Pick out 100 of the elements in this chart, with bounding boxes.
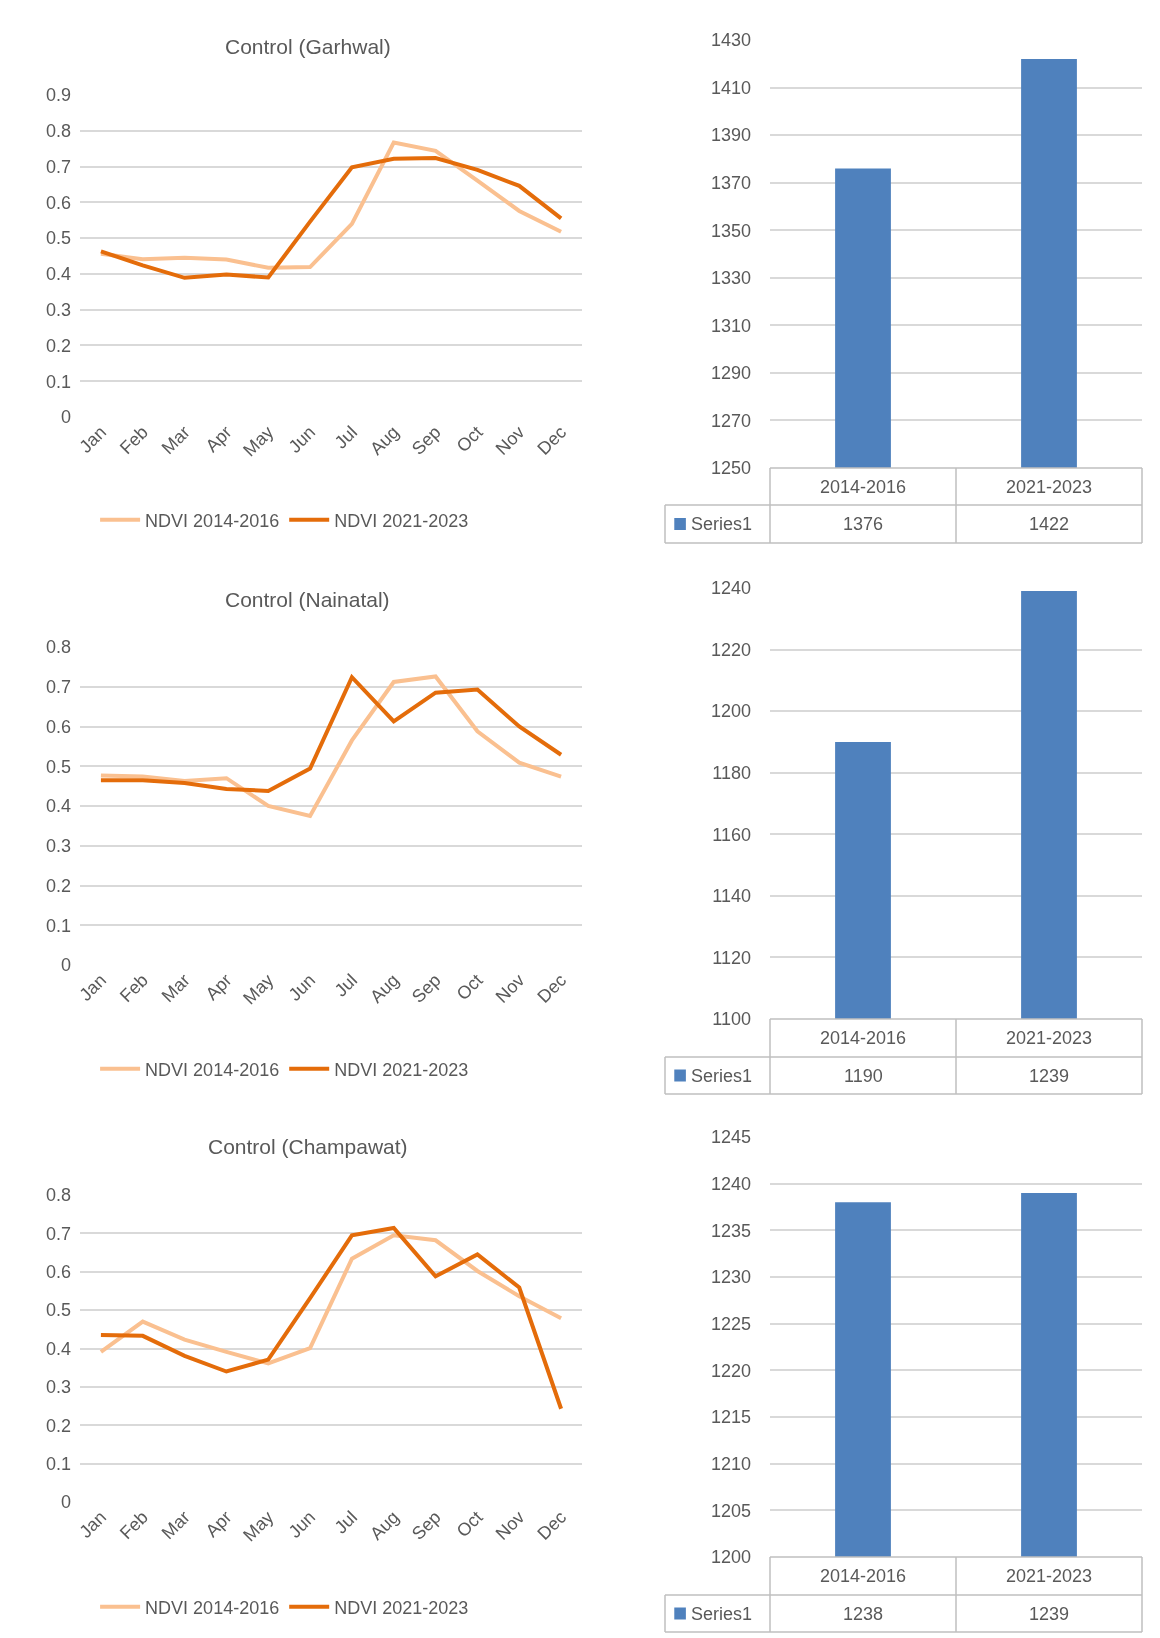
- y-tick-label: 1205: [710, 1500, 751, 1521]
- x-tick-label: Feb: [115, 422, 152, 459]
- legend-label: NDVI 2021-2023: [334, 1059, 469, 1080]
- y-tick-label: 1100: [712, 1009, 751, 1030]
- x-tick-label: Sep: [407, 970, 445, 1007]
- x-tick-label: Dec: [533, 422, 571, 459]
- x-tick-label: Mar: [157, 1507, 194, 1544]
- line-series: [98, 155, 564, 280]
- y-tick-label: 1200: [710, 1547, 751, 1568]
- data-label: 1422: [1029, 514, 1070, 534]
- line-series: [98, 1226, 564, 1411]
- x-tick-label: Nov: [491, 422, 529, 459]
- x-tick-label: 2014-2016: [819, 1566, 907, 1586]
- y-tick-label: 1330: [710, 268, 751, 289]
- x-tick-label: 2021-2023: [1005, 1028, 1093, 1048]
- x-tick-label: Sep: [407, 1507, 445, 1544]
- x-tick-label: Jan: [75, 1507, 111, 1542]
- y-tick-label: 0.3: [45, 299, 71, 320]
- legend-label: NDVI 2021-2023: [334, 1597, 469, 1618]
- y-tick-label: 1290: [710, 363, 751, 384]
- x-tick-label: Nov: [491, 970, 529, 1007]
- x-tick-label: Jun: [284, 970, 320, 1005]
- x-tick-label: Feb: [115, 1507, 152, 1544]
- y-tick-label: 0.1: [45, 1453, 71, 1474]
- y-tick-label: 0.3: [45, 836, 71, 857]
- legend-label: NDVI 2014-2016: [145, 510, 280, 531]
- x-tick-label: Dec: [533, 1507, 571, 1544]
- y-tick-label: 0.5: [45, 756, 71, 777]
- y-tick-label: 1245: [710, 1127, 751, 1148]
- y-tick-label: 1430: [710, 30, 751, 51]
- y-tick-label: 1215: [710, 1407, 751, 1428]
- data-label: 1238: [843, 1604, 884, 1624]
- y-tick-label: 1210: [710, 1453, 751, 1474]
- y-tick-label: 1220: [710, 639, 751, 660]
- x-tick-label: Jul: [330, 970, 362, 1001]
- y-tick-label: 0.4: [45, 264, 71, 285]
- data-label: 1190: [844, 1066, 883, 1086]
- y-tick-label: 0.2: [45, 335, 71, 356]
- legend-label: Series1: [691, 1066, 753, 1086]
- x-tick-label: 2021-2023: [1005, 477, 1093, 497]
- y-tick-label: 0.9: [45, 85, 71, 106]
- data-label: 1376: [843, 514, 884, 534]
- y-tick-label: 1390: [710, 125, 751, 146]
- chart-title: Control (Garhwal): [225, 35, 391, 58]
- y-tick-label: 1120: [712, 947, 751, 968]
- y-tick-label: 1250: [710, 458, 751, 479]
- x-tick-label: Apr: [201, 1507, 236, 1541]
- data-label: 1239: [1029, 1066, 1070, 1086]
- y-tick-label: 1310: [710, 315, 751, 336]
- y-tick-label: 0.4: [45, 1338, 71, 1359]
- chart-title: Control (Nainatal): [225, 588, 390, 611]
- y-tick-label: 1230: [710, 1267, 751, 1288]
- y-tick-label: 1270: [710, 410, 751, 431]
- y-tick-label: 1235: [710, 1220, 751, 1241]
- legend-label: NDVI 2014-2016: [145, 1059, 280, 1080]
- y-tick-label: 0.4: [45, 796, 71, 817]
- x-tick-label: Feb: [115, 970, 152, 1007]
- y-tick-label: 1160: [712, 824, 751, 845]
- x-tick-label: Jun: [284, 422, 320, 457]
- legend-label: NDVI 2014-2016: [145, 1597, 280, 1618]
- y-tick-label: 0.8: [45, 1185, 71, 1206]
- x-tick-label: Jan: [75, 970, 111, 1005]
- y-tick-label: 1370: [710, 172, 751, 193]
- y-tick-label: 1180: [712, 763, 751, 784]
- x-tick-label: Oct: [452, 422, 487, 456]
- x-tick-label: Apr: [201, 970, 236, 1004]
- y-tick-label: 1350: [710, 220, 751, 241]
- line-series: [98, 1233, 564, 1366]
- line-series: [98, 140, 564, 270]
- x-tick-label: Mar: [157, 970, 194, 1007]
- y-tick-label: 0.2: [45, 875, 71, 896]
- y-tick-label: 0: [60, 1492, 71, 1513]
- line-series: [98, 674, 564, 818]
- y-tick-label: 1220: [710, 1360, 751, 1381]
- x-tick-label: Nov: [491, 1507, 529, 1544]
- y-tick-label: 0.7: [45, 677, 71, 698]
- legend-label: NDVI 2021-2023: [334, 510, 469, 531]
- y-tick-label: 0.5: [45, 1300, 71, 1321]
- x-tick-label: 2021-2023: [1005, 1566, 1093, 1586]
- y-tick-label: 0.6: [45, 1262, 71, 1283]
- y-tick-label: 0.1: [45, 371, 71, 392]
- y-tick-label: 1410: [710, 77, 751, 98]
- y-tick-label: 0.8: [45, 121, 71, 142]
- x-tick-label: Jul: [330, 1507, 362, 1538]
- y-tick-label: 1240: [710, 1173, 751, 1194]
- x-tick-label: May: [239, 970, 278, 1009]
- x-tick-label: 2014-2016: [819, 477, 907, 497]
- y-tick-label: 0.6: [45, 716, 71, 737]
- y-tick-label: 0: [60, 955, 71, 976]
- x-tick-label: Aug: [366, 422, 403, 459]
- y-tick-label: 0.6: [45, 192, 71, 213]
- y-tick-label: 0.8: [45, 637, 71, 658]
- x-tick-label: Jun: [284, 1507, 320, 1542]
- x-tick-label: Oct: [452, 1507, 487, 1541]
- legend-label: Series1: [691, 514, 753, 534]
- x-tick-label: Aug: [366, 970, 403, 1007]
- y-tick-label: 1140: [712, 886, 751, 907]
- x-tick-label: Apr: [201, 422, 236, 456]
- data-label: 1239: [1029, 1604, 1070, 1624]
- y-tick-label: 0.7: [45, 1223, 71, 1244]
